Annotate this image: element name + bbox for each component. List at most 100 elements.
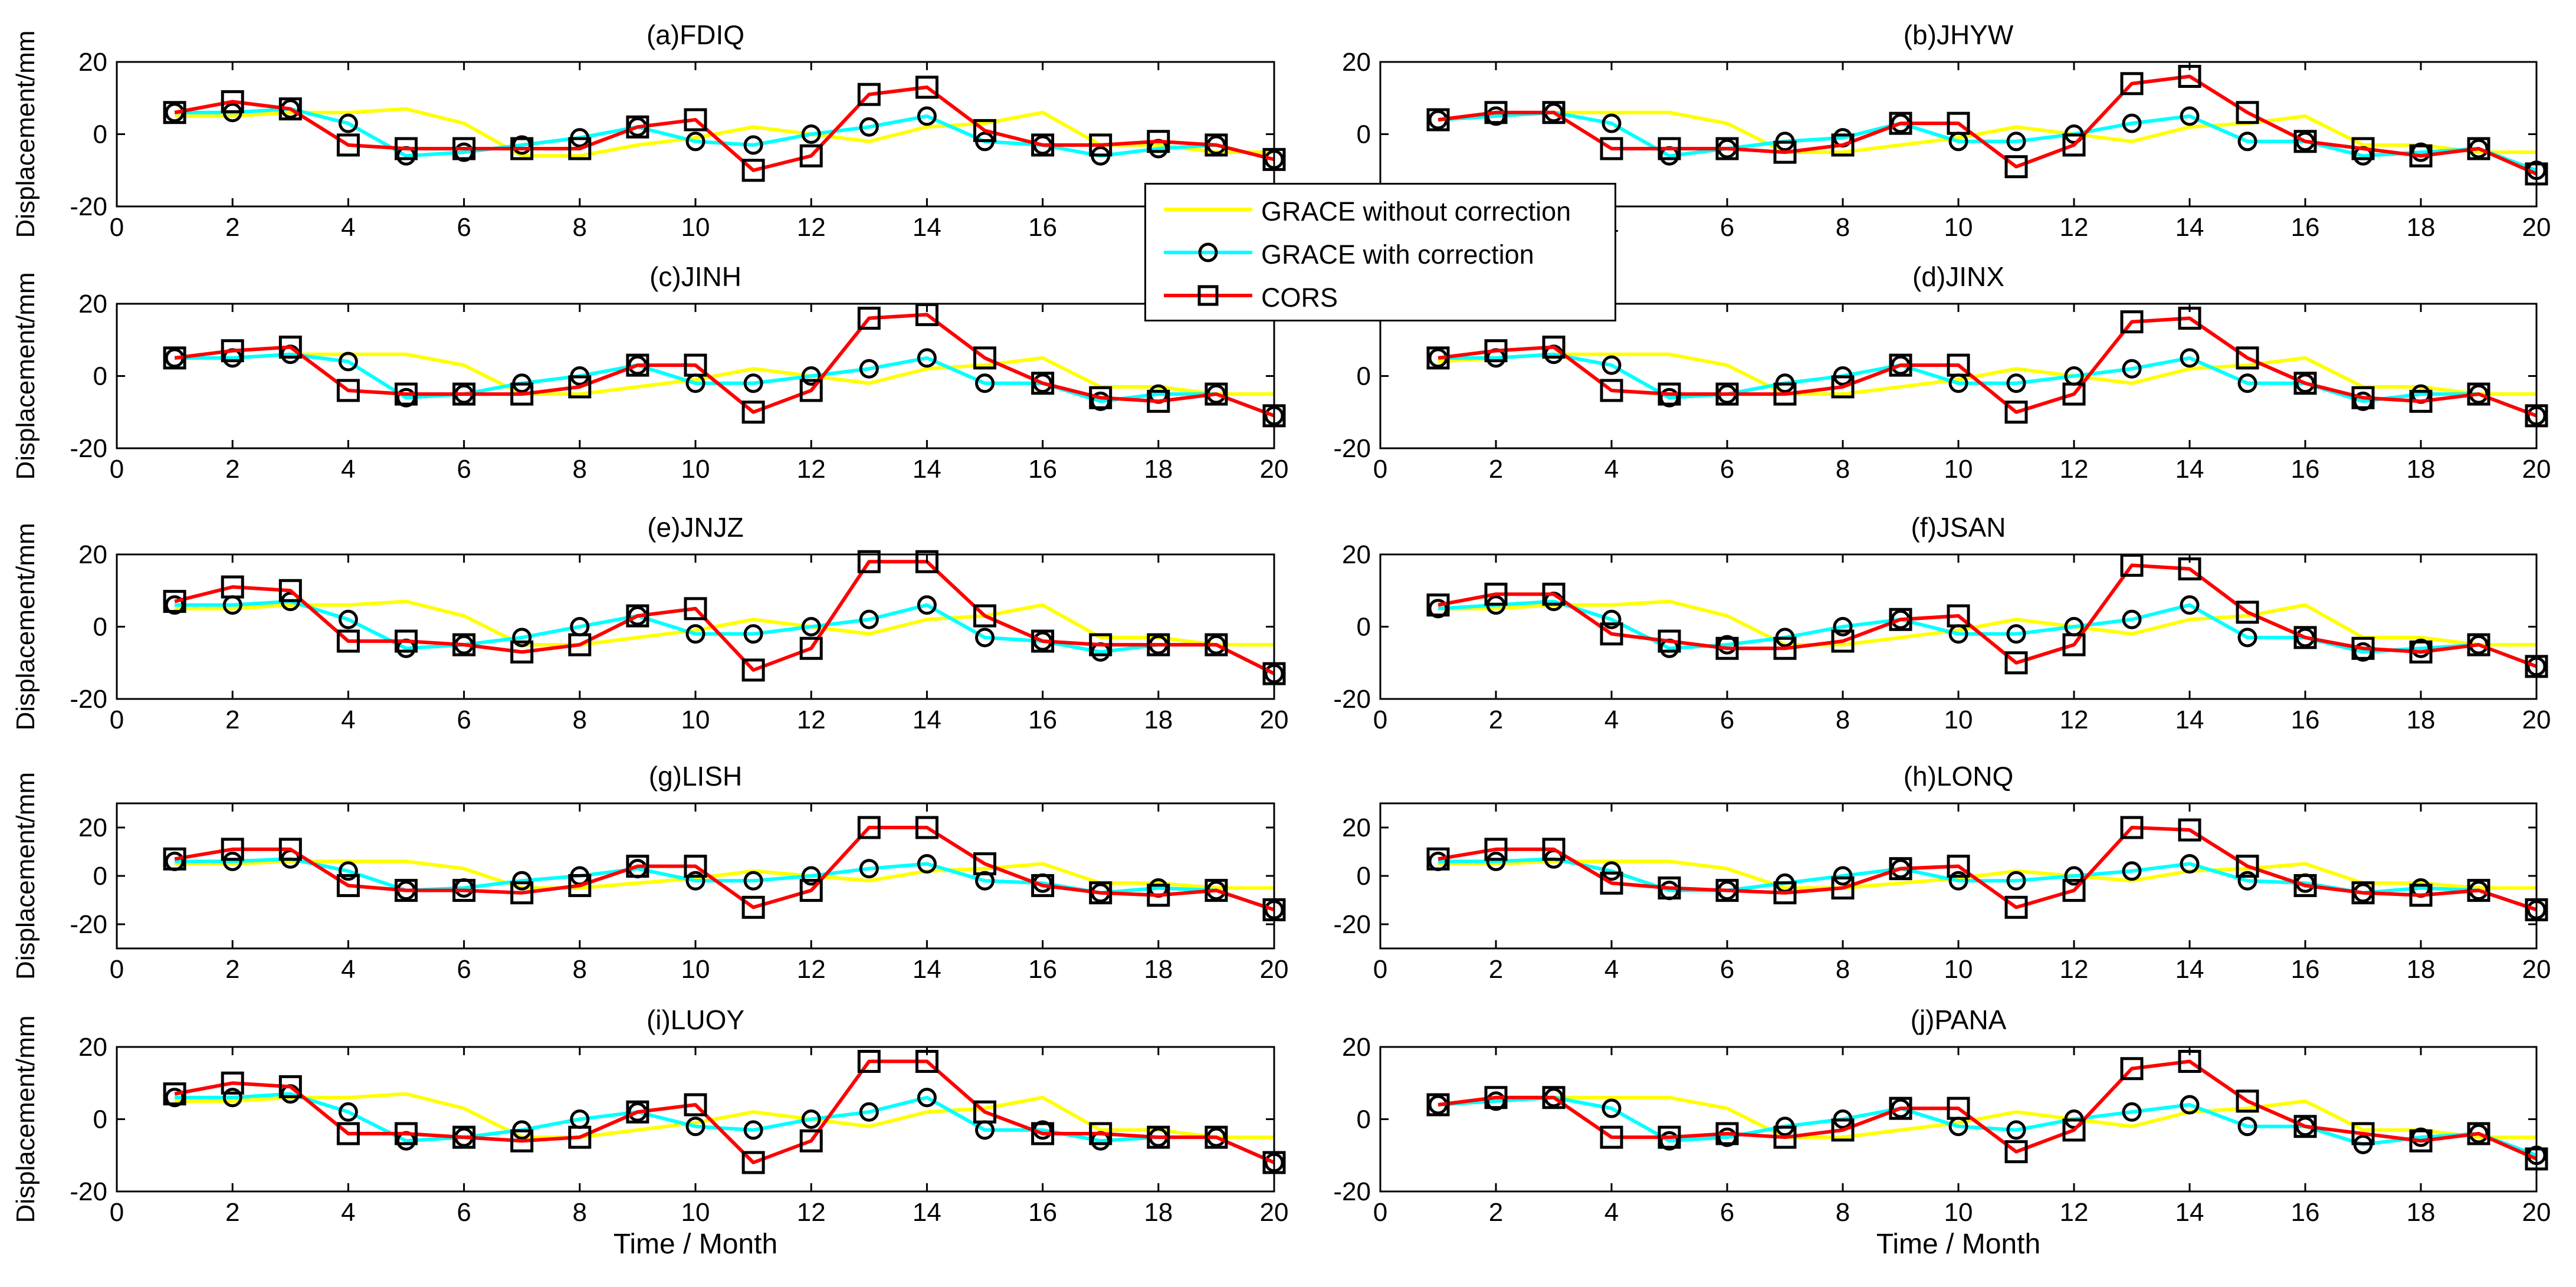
- x-tick-label: 2: [225, 705, 239, 734]
- x-tick-label: 20: [2522, 955, 2551, 984]
- data-point-grace-with: [801, 124, 821, 144]
- y-tick-label: -20: [70, 910, 107, 939]
- data-point-grace-with: [1602, 609, 1622, 629]
- data-point-cors: [1658, 1125, 1681, 1149]
- x-tick-label: 16: [1028, 955, 1057, 984]
- data-point-cors: [1773, 636, 1797, 660]
- y-tick-label: 20: [78, 813, 107, 842]
- legend-item-grace-without: GRACE without correction: [1146, 192, 1614, 227]
- data-point-cors: [741, 400, 765, 424]
- y-tick-label: 20: [78, 1033, 107, 1062]
- data-point-grace-with: [801, 366, 821, 386]
- data-point-cors: [2351, 881, 2375, 905]
- data-point-cors: [395, 1122, 418, 1145]
- data-point-cors: [1542, 838, 1566, 861]
- data-point-grace-with: [512, 871, 532, 891]
- x-tick-label: 16: [2291, 955, 2320, 984]
- data-point-cors: [626, 115, 649, 139]
- data-point-cors: [1031, 629, 1055, 653]
- data-point-grace-with: [1833, 617, 1853, 636]
- data-point-cors: [278, 1075, 302, 1098]
- data-point-grace-with: [2237, 1117, 2257, 1137]
- data-point-cors: [1600, 622, 1623, 646]
- data-point-grace-with: [1033, 373, 1053, 393]
- data-point-grace-with: [1659, 388, 1679, 408]
- data-point-cors: [568, 137, 592, 160]
- data-point-cors: [2467, 633, 2490, 656]
- data-point-cors: [1205, 879, 1228, 902]
- data-point-cors: [278, 838, 302, 861]
- data-point-cors: [1542, 582, 1566, 606]
- data-point-cors: [915, 816, 938, 839]
- x-tick-label: 12: [2060, 705, 2089, 734]
- data-point-grace-with: [801, 617, 821, 636]
- data-point-cors: [741, 1151, 765, 1174]
- data-point-cors: [2293, 130, 2317, 153]
- data-point-cors: [1031, 874, 1055, 897]
- data-point-cors: [163, 1082, 186, 1106]
- data-point-cors: [2293, 626, 2317, 649]
- x-tick-label: 6: [1720, 705, 1734, 734]
- x-tick-label: 12: [2060, 955, 2089, 984]
- data-point-cors: [1600, 871, 1623, 895]
- data-point-cors: [1542, 1086, 1566, 1109]
- x-tick-label: 20: [1260, 455, 1289, 484]
- data-point-cors: [1426, 593, 1450, 617]
- subplot-title: (a)FDIQ: [647, 19, 744, 50]
- x-tick-label: 14: [2175, 213, 2204, 242]
- x-tick-label: 12: [2060, 213, 2089, 242]
- data-point-cors: [2236, 855, 2259, 878]
- data-point-grace-with: [2006, 1120, 2026, 1140]
- x-tick-label: 6: [1720, 455, 1734, 484]
- x-tick-label: 0: [110, 705, 124, 734]
- x-tick-label: 8: [1836, 955, 1850, 984]
- data-point-cors: [857, 550, 881, 573]
- data-point-grace-with: [1486, 851, 1506, 871]
- x-tick-label: 2: [1489, 705, 1503, 734]
- data-point-cors: [1658, 382, 1681, 406]
- data-point-grace-with: [859, 1102, 879, 1122]
- data-point-cors: [278, 336, 302, 359]
- data-point-cors: [1773, 382, 1797, 406]
- data-point-cors: [684, 108, 707, 132]
- data-point-cors: [1542, 336, 1566, 359]
- x-tick-label: 4: [341, 455, 355, 484]
- data-point-cors: [2236, 600, 2259, 624]
- data-point-cors: [1831, 1118, 1855, 1142]
- data-point-grace-with: [917, 854, 937, 874]
- y-tick-label: 0: [1357, 120, 1371, 149]
- series-line-grace-without: [175, 859, 1274, 890]
- data-point-cors: [1889, 353, 1912, 377]
- data-point-cors: [1831, 133, 1855, 157]
- data-point-cors: [1715, 1122, 1739, 1145]
- x-tick-label: 10: [1944, 213, 1973, 242]
- x-tick-label: 2: [225, 213, 239, 242]
- data-point-cors: [1889, 111, 1912, 135]
- data-point-cors: [915, 75, 938, 99]
- x-tick-label: 18: [1144, 705, 1173, 734]
- data-point-cors: [163, 590, 186, 613]
- x-tick-label: 0: [1373, 955, 1387, 984]
- x-tick-label: 20: [1260, 1198, 1289, 1227]
- y-tick-label: 0: [93, 862, 107, 891]
- data-point-cors: [2062, 382, 2086, 406]
- data-point-cors: [1484, 582, 1508, 606]
- data-point-cors: [395, 879, 418, 902]
- data-point-cors: [2120, 1057, 2144, 1081]
- data-point-grace-with: [2006, 132, 2026, 152]
- data-point-cors: [1715, 382, 1739, 406]
- subplot-title: (f)JSAN: [1911, 512, 2006, 543]
- data-point-cors: [2236, 346, 2259, 370]
- data-point-cors: [2351, 386, 2375, 409]
- data-point-grace-with: [1717, 635, 1737, 655]
- data-point-cors: [568, 375, 592, 399]
- data-point-cors: [510, 640, 534, 664]
- data-point-cors: [452, 633, 476, 656]
- series-line-grace-without: [1438, 599, 2536, 647]
- data-point-cors: [278, 579, 302, 602]
- y-tick-label: -20: [70, 192, 107, 221]
- data-point-cors: [1426, 108, 1450, 132]
- subplot-djinx: 0 2 4 6 8 10 12 14 16 18 20-200(d)JINX: [1333, 261, 2551, 484]
- subplot-afdiq: 02468101214161820-20020(a)FDIQDisplaceme…: [11, 19, 1288, 242]
